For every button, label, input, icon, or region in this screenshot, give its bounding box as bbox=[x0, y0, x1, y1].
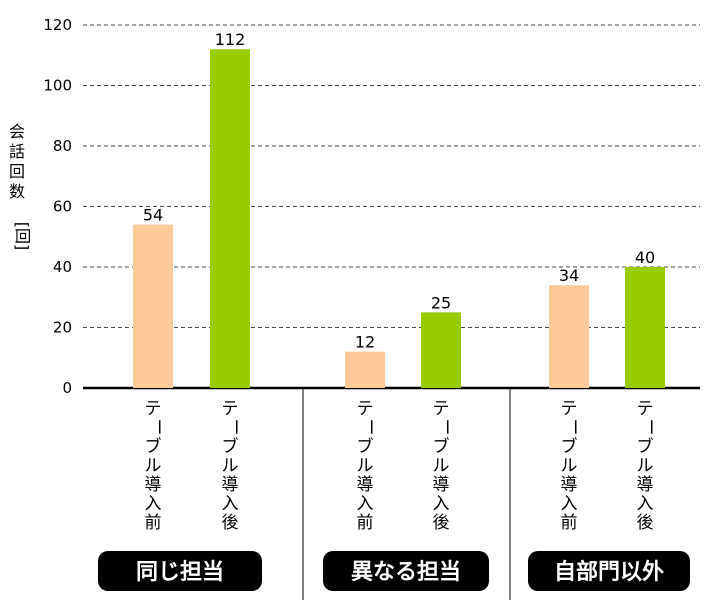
y-label-char: 話 bbox=[9, 142, 25, 161]
category-char: 入 bbox=[357, 494, 374, 514]
y-tick-label: 0 bbox=[62, 379, 72, 397]
category-char: 前 bbox=[357, 513, 374, 533]
data-label: 54 bbox=[143, 206, 163, 225]
category-char: 導 bbox=[222, 475, 239, 495]
data-label: 34 bbox=[559, 266, 579, 285]
bar bbox=[625, 267, 665, 388]
category-char: テ bbox=[145, 399, 162, 419]
category-char: 入 bbox=[433, 494, 450, 514]
category-char: ブ bbox=[637, 436, 654, 457]
category-char: 後 bbox=[222, 513, 239, 533]
category-char: ル bbox=[357, 456, 374, 476]
y-tick-label: 60 bbox=[53, 198, 72, 216]
category-char: ー bbox=[225, 419, 245, 436]
bars: 54 112 12 25 34 40 bbox=[133, 30, 665, 388]
category-char: ブ bbox=[433, 436, 450, 457]
y-unit-label: [回] bbox=[13, 222, 32, 251]
category-char: 導 bbox=[637, 475, 654, 495]
y-axis: 0 20 40 60 80 100 120 bbox=[43, 16, 700, 397]
category-char: ー bbox=[564, 419, 584, 436]
category-char: ル bbox=[222, 456, 239, 476]
category-char: ー bbox=[436, 419, 456, 436]
category-char: テ bbox=[561, 399, 578, 419]
category-char: テ bbox=[637, 399, 654, 419]
group-label: 異なる担当 bbox=[351, 560, 461, 585]
y-tick-label: 20 bbox=[53, 319, 72, 337]
category-char: 後 bbox=[637, 513, 654, 533]
category-labels: テーブル導入前テーブル導入後テーブル導入前テーブル導入後テーブル導入前テーブル導… bbox=[145, 399, 661, 533]
category-char: 後 bbox=[433, 513, 450, 533]
y-tick-label: 120 bbox=[43, 16, 72, 34]
category-char: テ bbox=[222, 399, 239, 419]
category-char: ル bbox=[145, 456, 162, 476]
category-char: 入 bbox=[145, 494, 162, 514]
y-label-char: 回 bbox=[9, 162, 25, 181]
group-label-box bbox=[323, 551, 489, 591]
bar bbox=[345, 351, 385, 388]
category-char: 入 bbox=[561, 494, 578, 514]
category-char: テ bbox=[357, 399, 374, 419]
y-label-char: 数 bbox=[9, 182, 25, 201]
category-char: 導 bbox=[145, 475, 162, 495]
y-tick-label: 100 bbox=[43, 77, 72, 95]
category-char: ー bbox=[640, 419, 660, 436]
category-char: 導 bbox=[433, 475, 450, 495]
category-char: ル bbox=[433, 456, 450, 476]
category-char: 入 bbox=[222, 494, 239, 514]
data-label: 40 bbox=[635, 248, 655, 267]
category-char: 入 bbox=[637, 494, 654, 514]
group-label: 同じ担当 bbox=[136, 560, 224, 585]
category-char: ブ bbox=[561, 436, 578, 457]
group-label-box bbox=[528, 551, 690, 591]
category-char: 導 bbox=[561, 475, 578, 495]
bar bbox=[210, 49, 250, 388]
y-tick-label: 80 bbox=[53, 137, 72, 155]
data-label: 12 bbox=[355, 333, 375, 352]
category-char: テ bbox=[433, 399, 450, 419]
category-char: ー bbox=[148, 419, 168, 436]
category-char: ブ bbox=[222, 436, 239, 457]
bar bbox=[421, 312, 461, 388]
category-char: ブ bbox=[357, 436, 374, 457]
category-char: ー bbox=[360, 419, 380, 436]
category-char: 導 bbox=[357, 475, 374, 495]
category-char: ル bbox=[561, 456, 578, 476]
bar bbox=[549, 285, 589, 388]
category-char: ル bbox=[637, 456, 654, 476]
data-label: 25 bbox=[431, 293, 451, 312]
category-char: 前 bbox=[561, 513, 578, 533]
group-label-box bbox=[98, 551, 262, 591]
group-label: 自部門以外 bbox=[554, 559, 664, 585]
category-char: 前 bbox=[145, 513, 162, 533]
group-labels: 同じ担当 異なる担当 自部門以外 bbox=[98, 388, 690, 600]
category-char: ブ bbox=[145, 436, 162, 457]
y-label-char: 会 bbox=[9, 122, 25, 141]
grid-lines bbox=[83, 24, 700, 328]
bar bbox=[133, 224, 173, 388]
y-tick-label: 40 bbox=[53, 258, 72, 276]
data-label: 112 bbox=[215, 30, 246, 49]
